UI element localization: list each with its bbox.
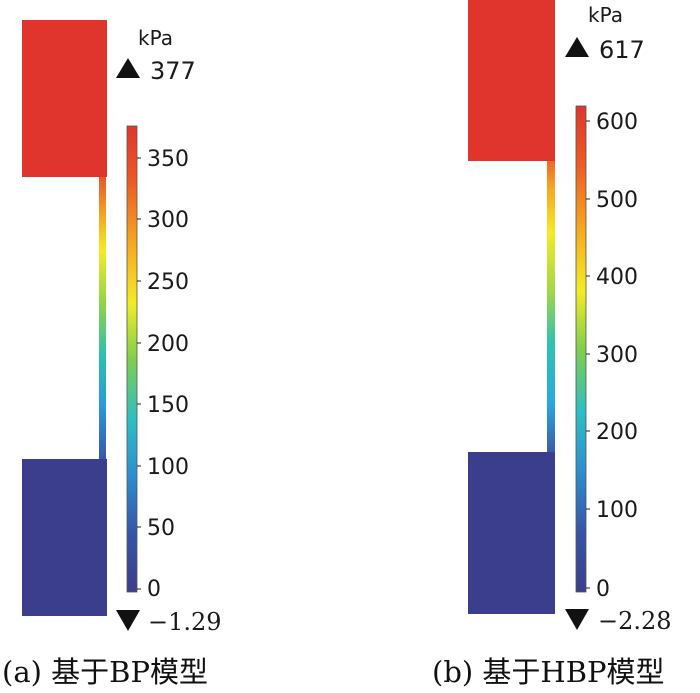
panel-b-tick-label: 200 <box>596 420 638 445</box>
panel-b-tick-label: 500 <box>596 188 638 213</box>
panel-a-tick-label: 150 <box>147 393 189 418</box>
panel-a-neck <box>99 176 106 463</box>
panel-a-max-triangle-icon <box>116 58 140 78</box>
panel-a-tick-label: 300 <box>147 208 189 233</box>
panel-b-min-triangle-icon <box>565 609 589 630</box>
panel-a-tick-label: 100 <box>147 455 189 480</box>
panel-a-geometry <box>22 20 107 616</box>
panel-a-max-label: 377 <box>150 57 196 85</box>
panel-b-upper-block <box>468 0 555 161</box>
panel-a-caption: (a) 基于BP模型 <box>2 655 208 689</box>
panel-b-colorbar <box>575 105 587 593</box>
panel-a-min-triangle-icon <box>116 610 140 631</box>
panel-b-tick-marks <box>586 120 590 589</box>
panel-b-tick-label: 400 <box>596 265 638 290</box>
panel-b-unit-label: kPa <box>588 3 623 27</box>
panel-b-tick-label: 100 <box>596 498 638 523</box>
panel-b-min-label: −2.28 <box>598 607 672 635</box>
panel-a-colorbar <box>126 125 138 593</box>
panel-b-lower-block <box>468 452 555 614</box>
panel-a-tick-marks <box>137 157 141 590</box>
panel-b-tick-label: 0 <box>596 577 610 602</box>
panel-a-tick-label: 350 <box>147 147 189 172</box>
panel-b-tick-label: 300 <box>596 343 638 368</box>
panel-b-tick-label: 600 <box>596 110 638 135</box>
panel-a-lower-block <box>22 459 107 616</box>
panel-a: 350 300 250 200 150 100 50 0 kPa 377 −1.… <box>2 20 222 689</box>
panel-b: 600 500 400 300 200 100 0 kPa 617 −2.28 … <box>432 0 672 689</box>
panel-a-upper-block <box>22 20 107 177</box>
panel-a-tick-label: 200 <box>147 332 189 357</box>
panel-a-tick-label: 250 <box>147 270 189 295</box>
panel-a-unit-label: kPa <box>138 26 173 50</box>
panel-a-min-label: −1.29 <box>148 608 222 636</box>
panel-b-caption: (b) 基于HBP模型 <box>432 655 665 689</box>
panel-b-max-label: 617 <box>599 36 645 64</box>
panel-b-max-triangle-icon <box>565 37 589 57</box>
panel-b-geometry <box>468 0 555 614</box>
panel-a-tick-label: 50 <box>147 516 175 541</box>
panel-b-neck <box>547 159 555 456</box>
panel-a-tick-label: 0 <box>147 577 161 602</box>
